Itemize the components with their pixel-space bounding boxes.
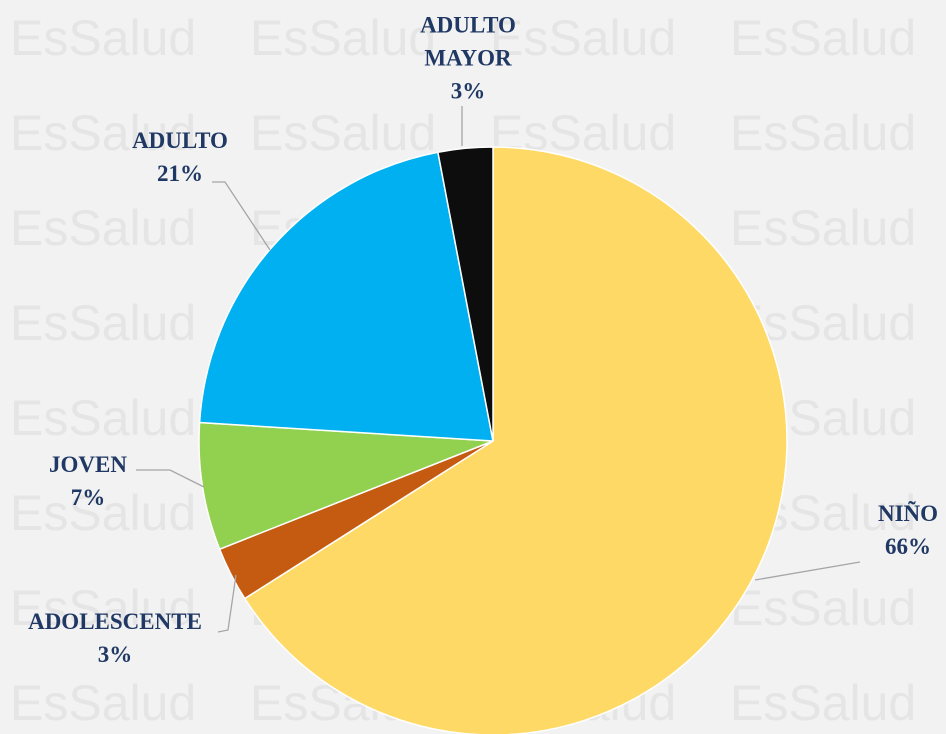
data-label: ADOLESCENTE 3%: [28, 605, 202, 671]
pie-slice: [198, 151, 494, 442]
value-label: 3%: [97, 642, 133, 667]
watermark: EsSalud: [730, 580, 916, 636]
data-label: ADULTO MAYOR 3%: [408, 9, 528, 108]
watermark: EsSalud: [10, 675, 196, 731]
category-label: NIÑO: [877, 501, 939, 526]
leader-line: [217, 574, 237, 633]
watermark: EsSalud: [10, 105, 196, 161]
value-label: 7%: [70, 485, 106, 510]
pie-slice: [437, 146, 494, 442]
watermark: EsSalud: [10, 10, 196, 66]
category-label: ADOLESCENTE: [28, 609, 202, 634]
pie-slice: [243, 146, 788, 734]
leader-line: [136, 469, 205, 488]
watermark: EsSalud: [730, 105, 916, 161]
watermark: EsSalud: [250, 105, 436, 161]
value-label: 3%: [450, 78, 486, 104]
category-label: JOVEN: [49, 452, 127, 477]
watermark: EsSalud: [10, 295, 196, 351]
watermark: EsSalud: [490, 10, 676, 66]
watermark: EsSalud: [10, 485, 196, 541]
data-label: NIÑO 66%: [878, 497, 938, 563]
watermark: EsSalud: [10, 200, 196, 256]
category-label: ADULTO: [132, 128, 228, 153]
category-label: ADULTO MAYOR: [420, 12, 516, 71]
value-label: 21%: [157, 161, 203, 186]
watermark: EsSalud: [10, 390, 196, 446]
leader-line: [212, 181, 271, 251]
watermark: EsSalud: [250, 10, 436, 66]
watermark: EsSalud: [730, 10, 916, 66]
value-label: 66%: [885, 534, 931, 559]
watermark: EsSalud: [10, 580, 196, 636]
watermark: EsSalud: [730, 200, 916, 256]
data-label: JOVEN 7%: [49, 448, 127, 514]
leader-line: [754, 561, 861, 581]
data-label: ADULTO 21%: [132, 124, 228, 190]
watermark: EsSalud: [730, 675, 916, 731]
